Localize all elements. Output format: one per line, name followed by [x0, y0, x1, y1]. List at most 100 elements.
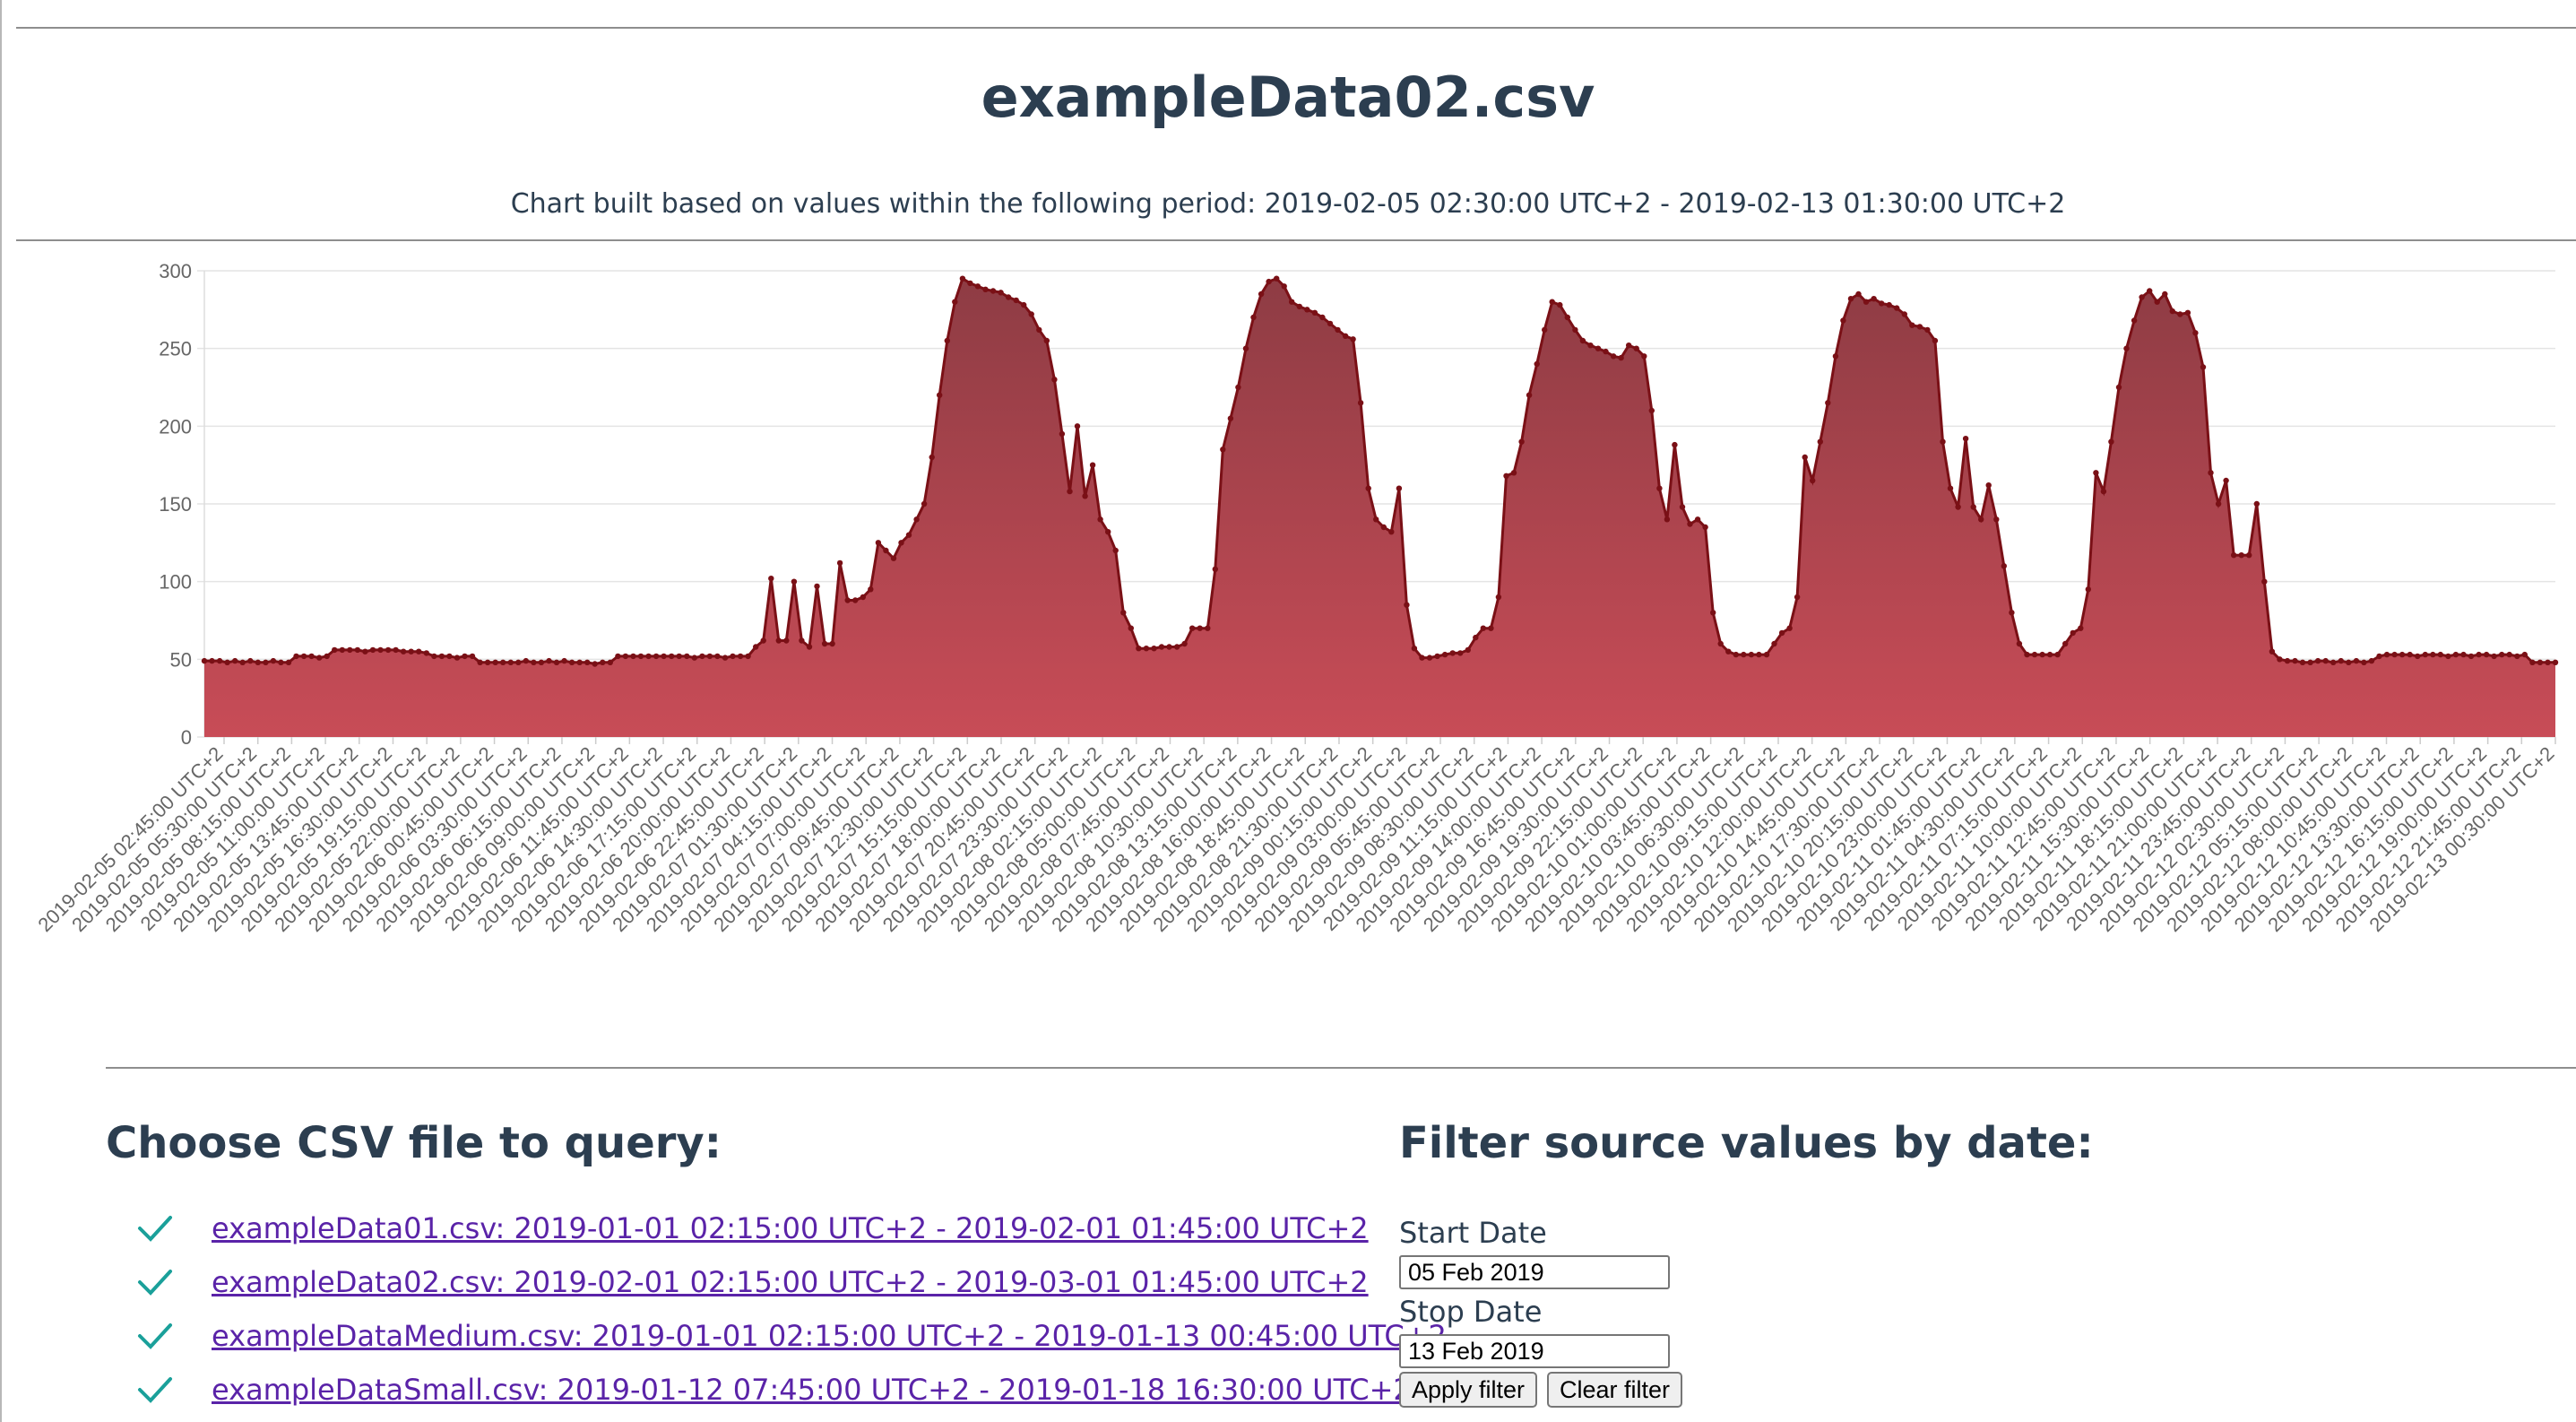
- data-point: [1940, 438, 1946, 445]
- data-point: [706, 653, 713, 660]
- data-point: [1771, 640, 1777, 647]
- data-point: [1235, 384, 1241, 391]
- data-point: [2537, 659, 2544, 665]
- data-point: [1449, 650, 1456, 656]
- data-point: [2147, 288, 2153, 294]
- data-point: [2445, 653, 2451, 660]
- data-point: [584, 659, 591, 665]
- data-point: [1266, 278, 1272, 285]
- data-point: [1542, 326, 1548, 334]
- y-tick-label: 50: [170, 648, 192, 671]
- check-icon: [138, 1377, 172, 1403]
- data-point: [2162, 290, 2168, 298]
- data-point: [2322, 657, 2329, 664]
- area-chart: 0 50 100 150 200 250 300 2019-02-05 02:45:00 U…: [33, 260, 2559, 936]
- data-point: [1702, 524, 1708, 531]
- y-tick-label: 250: [159, 338, 192, 360]
- file-link-exampledatasmall[interactable]: exampleDataSmall.csv: 2019-01-12 07:45:0…: [212, 1373, 1412, 1407]
- data-point: [1756, 651, 1762, 658]
- data-point: [684, 653, 690, 660]
- data-point: [1158, 644, 1165, 650]
- section-divider: [106, 1067, 2576, 1069]
- data-point: [1473, 634, 1479, 641]
- data-point: [1043, 337, 1050, 344]
- apply-filter-button[interactable]: Apply filter: [1399, 1372, 1538, 1408]
- data-point: [339, 646, 345, 654]
- data-point: [2269, 648, 2276, 655]
- data-point: [722, 655, 729, 661]
- data-point: [270, 657, 277, 664]
- list-item: exampleDataSmall.csv: 2019-01-12 07:45:0…: [134, 1363, 1447, 1417]
- data-point: [239, 659, 246, 665]
- data-point: [929, 454, 935, 461]
- data-point: [2346, 659, 2352, 665]
- data-point: [1916, 324, 1923, 330]
- start-date-label: Start Date: [1399, 1216, 1547, 1250]
- data-point: [1763, 651, 1770, 658]
- data-point: [1335, 326, 1341, 334]
- data-point: [1404, 602, 1410, 608]
- data-point: [1296, 303, 1303, 310]
- list-item: exampleData02.csv: 2019-02-01 02:15:00 U…: [134, 1255, 1447, 1309]
- data-point: [1112, 547, 1119, 554]
- data-point: [523, 657, 529, 664]
- data-point: [1932, 337, 1939, 344]
- data-point: [2415, 653, 2421, 660]
- data-point: [622, 653, 629, 660]
- data-point: [1105, 529, 1111, 535]
- data-point: [730, 653, 736, 660]
- data-point: [1802, 454, 1808, 461]
- data-point: [607, 659, 613, 665]
- data-point: [2407, 651, 2413, 658]
- data-point: [2031, 651, 2038, 658]
- data-point: [2016, 640, 2023, 647]
- data-point: [538, 659, 545, 665]
- data-point: [1089, 462, 1096, 468]
- data-point: [507, 659, 514, 665]
- data-point: [2154, 299, 2160, 305]
- data-point: [1434, 653, 1440, 660]
- file-link-exampledatamedium[interactable]: exampleDataMedium.csv: 2019-01-01 02:15:…: [212, 1319, 1447, 1353]
- data-point: [1656, 485, 1663, 491]
- data-point: [1633, 345, 1639, 351]
- data-point: [232, 657, 238, 664]
- data-point: [209, 657, 215, 664]
- file-link-exampledata02[interactable]: exampleData02.csv: 2019-02-01 02:15:00 U…: [212, 1265, 1369, 1299]
- data-point: [2238, 552, 2244, 559]
- data-point: [469, 653, 476, 660]
- data-point: [967, 280, 973, 287]
- data-point: [2307, 659, 2313, 665]
- file-link-exampledata01[interactable]: exampleData01.csv: 2019-01-01 02:15:00 U…: [212, 1211, 1369, 1245]
- data-point: [1901, 311, 1907, 317]
- data-point: [1748, 651, 1755, 658]
- data-point: [1955, 504, 1961, 510]
- file-list-heading: Choose CSV file to query:: [106, 1118, 722, 1168]
- data-point: [2024, 651, 2030, 658]
- data-point: [982, 286, 989, 292]
- stop-date-input[interactable]: [1399, 1334, 1670, 1368]
- clear-filter-button[interactable]: Clear filter: [1547, 1372, 1683, 1408]
- data-point: [2200, 364, 2207, 370]
- data-point: [1067, 488, 1073, 495]
- data-point: [1120, 610, 1127, 616]
- data-point: [2383, 651, 2390, 658]
- start-date-input[interactable]: [1399, 1255, 1670, 1289]
- data-point: [1672, 441, 1678, 448]
- data-point: [1388, 529, 1395, 535]
- data-point: [2368, 657, 2375, 664]
- data-point: [2552, 659, 2559, 665]
- data-point: [446, 653, 453, 660]
- list-item: exampleDataMedium.csv: 2019-01-01 02:15:…: [134, 1309, 1447, 1363]
- data-point: [959, 275, 966, 282]
- data-point: [1143, 646, 1150, 652]
- data-point: [1641, 353, 1647, 360]
- data-point: [1227, 415, 1234, 421]
- window-edge: [0, 0, 2, 1422]
- data-point: [1947, 485, 1954, 491]
- data-point: [1832, 353, 1839, 360]
- data-point: [615, 653, 621, 660]
- data-point: [1810, 477, 1816, 484]
- data-point: [1794, 594, 1801, 601]
- data-point: [714, 653, 721, 660]
- y-tick-label: 0: [181, 726, 192, 749]
